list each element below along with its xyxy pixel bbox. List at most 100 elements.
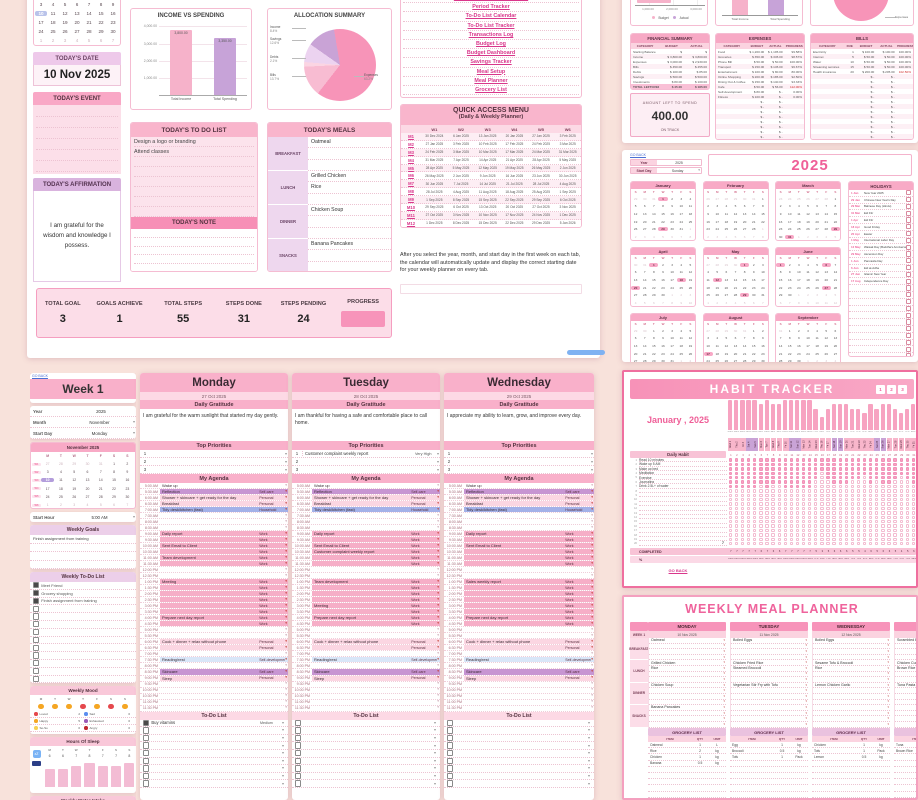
habit-check-filled[interactable] — [795, 458, 800, 462]
habit-check-filled[interactable] — [753, 476, 757, 480]
month-day-cell[interactable]: 11 — [679, 336, 683, 341]
mini-calendar-day-cell[interactable]: 7 — [111, 38, 115, 43]
meal-entry-row[interactable]: ▾ — [895, 722, 916, 728]
month-day-cell[interactable]: 8 — [689, 234, 692, 239]
agenda-entry[interactable]: ▾ — [160, 688, 288, 693]
checkbox-empty-icon[interactable] — [143, 780, 150, 787]
month-day-cell[interactable]: 8 — [662, 204, 664, 209]
mini-calendar-day-cell[interactable]: 30 — [125, 494, 130, 499]
habit-check-filled[interactable] — [814, 458, 818, 462]
habit-check-filled[interactable] — [869, 480, 873, 484]
dropdown-caret-icon[interactable]: ▾ — [281, 773, 284, 779]
month-day-cell[interactable]: 25 — [679, 351, 683, 356]
habit-check-empty[interactable] — [899, 520, 903, 524]
month-day-cell[interactable]: 1 — [680, 359, 683, 362]
month-day-cell[interactable]: 21 — [752, 219, 756, 224]
month-day-cell[interactable]: 18 — [676, 277, 686, 282]
start-hour-value[interactable]: 5:00 AM — [91, 514, 108, 520]
month-day-cell[interactable]: 7 — [643, 270, 646, 275]
dropdown-caret-icon[interactable]: ▾ — [591, 579, 593, 583]
habit-check-empty[interactable] — [795, 511, 800, 515]
priority-text[interactable]: Customer complaint weekly report — [302, 451, 415, 456]
habit-check-empty[interactable] — [881, 524, 885, 528]
habit-name[interactable]: Read 10 minutes — [639, 458, 727, 463]
month-day-cell[interactable]: 15 — [652, 277, 656, 282]
habit-check-empty[interactable] — [777, 524, 781, 528]
expenses-table-row[interactable]: $ - $ - — [716, 124, 804, 129]
month-link[interactable]: M10 — [406, 204, 416, 210]
month-day-cell[interactable]: 17 — [797, 277, 801, 282]
mini-calendar-day-cell[interactable]: 4 — [51, 2, 55, 7]
dropdown-caret-icon[interactable]: ▾ — [437, 542, 439, 547]
habit-check-filled[interactable] — [728, 471, 733, 475]
month-day-cell[interactable]: 6 — [752, 300, 755, 305]
habit-check-empty[interactable] — [844, 520, 848, 524]
habit-check-empty[interactable] — [747, 515, 751, 519]
habit-check-filled[interactable] — [777, 480, 781, 484]
month-link[interactable]: M3 — [408, 149, 414, 155]
dropdown-caret-icon[interactable]: ▾ — [591, 548, 593, 553]
dropdown-caret-icon[interactable]: ▾ — [591, 494, 593, 499]
checkbox-empty-icon[interactable] — [447, 734, 454, 742]
habit-check-empty[interactable] — [759, 515, 763, 519]
habit-check-empty[interactable] — [856, 537, 861, 541]
quick-link[interactable]: To-Do List Calendar — [403, 12, 579, 22]
agenda-entry[interactable]: ▾ — [464, 663, 594, 668]
mini-calendar-day-cell[interactable]: 29 — [72, 462, 77, 467]
habit-check-empty[interactable] — [777, 515, 781, 519]
habit-check-empty[interactable] — [911, 511, 916, 515]
agenda-entry[interactable]: ▾ — [312, 694, 440, 699]
month-day-cell[interactable]: 29 — [652, 293, 656, 298]
quick-link[interactable]: Period Tracker — [403, 3, 579, 13]
habit-check-empty[interactable] — [826, 493, 830, 497]
habit-check-empty[interactable] — [862, 480, 867, 484]
habit-check-filled[interactable] — [789, 467, 794, 471]
dropdown-caret-icon[interactable]: ▾ — [285, 681, 287, 686]
dropdown-caret-icon[interactable]: ▾ — [723, 637, 725, 642]
dropdown-caret-icon[interactable]: ▾ — [805, 682, 807, 687]
habit-check-empty[interactable] — [820, 537, 824, 541]
month-day-cell[interactable]: 18 — [715, 351, 719, 356]
habit-check-empty[interactable] — [801, 524, 806, 528]
checkbox-empty-icon[interactable] — [33, 621, 40, 628]
dropdown-caret-icon[interactable]: ▾ — [591, 500, 593, 505]
habit-check-empty[interactable] — [734, 528, 739, 533]
habit-check-empty[interactable] — [905, 480, 909, 484]
agenda-entry[interactable]: Work ▾ — [312, 585, 440, 591]
expenses-table-row[interactable]: $ - $ - — [716, 129, 804, 134]
habit-name[interactable]: Journaling — [639, 480, 727, 485]
mini-calendar-day-cell[interactable]: 2 — [59, 503, 62, 508]
habit-check-filled[interactable] — [850, 476, 855, 480]
month-day-cell[interactable]: 3 — [716, 234, 719, 239]
habit-check-filled[interactable] — [740, 484, 745, 489]
month-day-cell[interactable]: 13 — [733, 343, 738, 348]
month-day-cell[interactable]: 16 — [752, 277, 756, 282]
habit-check-empty[interactable] — [795, 528, 800, 533]
habit-check-filled[interactable] — [814, 467, 818, 471]
habit-check-filled[interactable] — [808, 467, 812, 471]
dropdown-caret-icon[interactable]: ▾ — [887, 682, 889, 687]
month-day-cell[interactable]: 26 — [824, 351, 828, 356]
event-row[interactable] — [36, 161, 118, 172]
habit-check-filled[interactable] — [899, 458, 903, 462]
month-day-cell[interactable]: 30 — [787, 293, 792, 298]
month-day-cell[interactable]: 6 — [652, 300, 655, 305]
month-day-cell[interactable]: 4 — [807, 262, 809, 267]
habit-check-empty[interactable] — [814, 511, 818, 515]
habit-check-empty[interactable] — [826, 515, 830, 519]
month-day-cell[interactable]: 1 — [707, 300, 709, 305]
dropdown-caret-icon[interactable]: ▾ — [887, 660, 889, 665]
month-day-cell[interactable]: 4 — [634, 300, 637, 305]
dropdown-caret-icon[interactable]: ▾ — [285, 518, 287, 523]
month-day-cell[interactable]: 14 — [752, 211, 756, 216]
habit-page-button[interactable]: 1 — [876, 384, 885, 394]
month-day-cell[interactable]: 1 — [752, 328, 755, 333]
month-day-cell[interactable]: 4 — [689, 196, 692, 201]
mood-cell[interactable] — [62, 703, 76, 710]
habit-check-filled[interactable] — [808, 462, 812, 467]
habit-check-filled[interactable] — [753, 462, 757, 467]
habit-check-empty[interactable] — [862, 533, 867, 537]
control-value[interactable]: Monday — [91, 430, 108, 436]
meal-value-row[interactable] — [308, 148, 391, 160]
meal-value-row[interactable] — [308, 194, 391, 205]
